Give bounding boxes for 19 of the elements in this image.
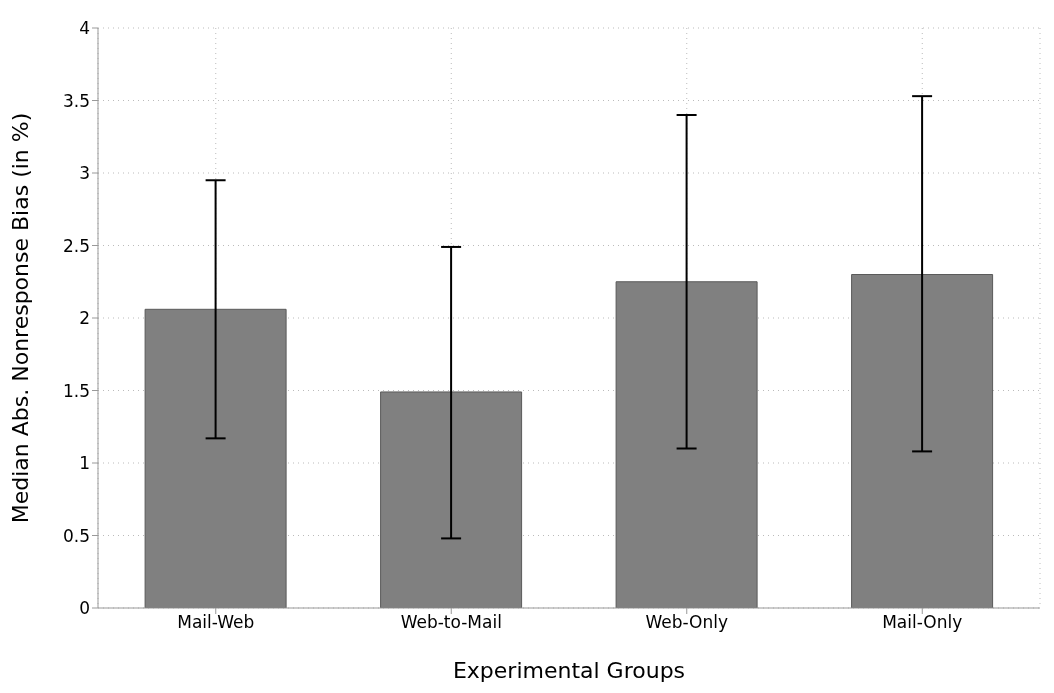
x-tick-label: Mail-Only — [882, 612, 963, 633]
x-tick-label: Mail-Web — [177, 612, 255, 633]
x-tick-label: Web-to-Mail — [400, 612, 502, 633]
y-tick-label: 3.5 — [62, 90, 90, 111]
y-tick-label: 0 — [79, 598, 90, 619]
y-tick-label: 1 — [79, 453, 90, 474]
y-tick-label: 2 — [79, 308, 90, 329]
bar — [380, 391, 523, 608]
x-axis-title: Experimental Groups — [452, 658, 686, 683]
y-tick-label: 1.5 — [62, 380, 90, 401]
x-tick-label: Web-Only — [645, 612, 729, 633]
bar — [144, 308, 287, 608]
y-tick-label: 4 — [79, 18, 90, 39]
y-tick-label: 3 — [79, 163, 90, 184]
y-tick-label: 2.5 — [62, 235, 90, 256]
bar — [851, 274, 994, 608]
y-axis-title: Median Abs. Nonresponse Bias (in %) — [7, 112, 33, 524]
bar — [615, 281, 758, 608]
y-tick-label: 0.5 — [62, 525, 90, 546]
